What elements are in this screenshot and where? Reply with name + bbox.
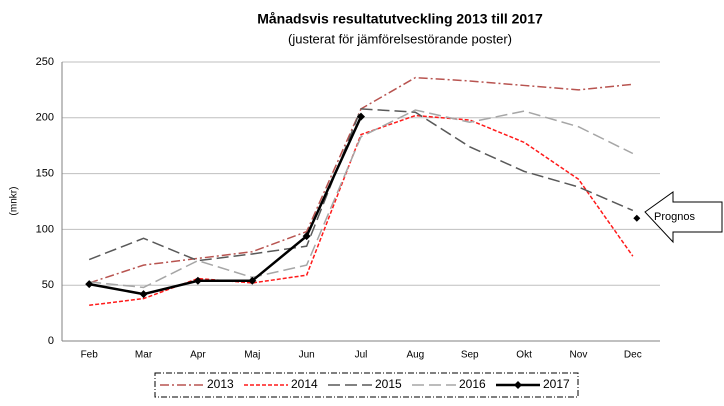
chart-subtitle: (justerat för jämförelsestörande poster): [288, 31, 512, 46]
forecast-label: Prognos: [654, 211, 695, 223]
x-tick-label: Mar: [135, 350, 153, 361]
legend-label: 2017: [543, 377, 570, 391]
y-tick-label: 250: [36, 56, 54, 68]
legend-label: 2013: [207, 377, 234, 391]
x-tick-label: Dec: [624, 350, 642, 361]
x-tick-label: Apr: [190, 350, 206, 361]
forecast-arrow: [644, 191, 723, 244]
x-tick-label: Nov: [570, 350, 588, 361]
series-marker: [357, 112, 365, 121]
x-tick-label: Sep: [461, 350, 479, 361]
series-marker: [193, 276, 202, 285]
x-tick-label: Maj: [244, 350, 260, 361]
series-marker: [302, 232, 311, 241]
y-tick-label: 0: [48, 335, 54, 347]
legend-marker: [514, 381, 522, 389]
series-line: [88, 116, 363, 296]
legend-label: 2015: [375, 377, 402, 391]
y-tick-label: 150: [36, 168, 54, 180]
y-tick-label: 200: [36, 112, 54, 124]
x-tick-label: Jul: [355, 350, 368, 361]
legend-label: 2016: [459, 377, 486, 391]
y-tick-label: 100: [36, 223, 54, 235]
series-marker: [139, 290, 148, 299]
y-axis-label: (mnkr): [9, 187, 20, 216]
y-tick-label: 50: [42, 279, 54, 291]
series-line: [89, 109, 634, 289]
series-marker: [85, 280, 94, 289]
chart-title: Månadsvis resultatutveckling 2013 till 2…: [257, 11, 543, 27]
legend-label: 2014: [291, 377, 318, 391]
x-tick-label: Aug: [406, 350, 424, 361]
legend-box: [154, 372, 579, 398]
series-line: [89, 114, 634, 307]
series-line: [88, 108, 634, 262]
x-tick-label: Feb: [81, 350, 99, 361]
series-marker: [248, 276, 257, 285]
forecast-marker: [633, 214, 641, 222]
x-tick-label: Jun: [299, 350, 315, 361]
x-tick-label: Okt: [516, 350, 532, 361]
